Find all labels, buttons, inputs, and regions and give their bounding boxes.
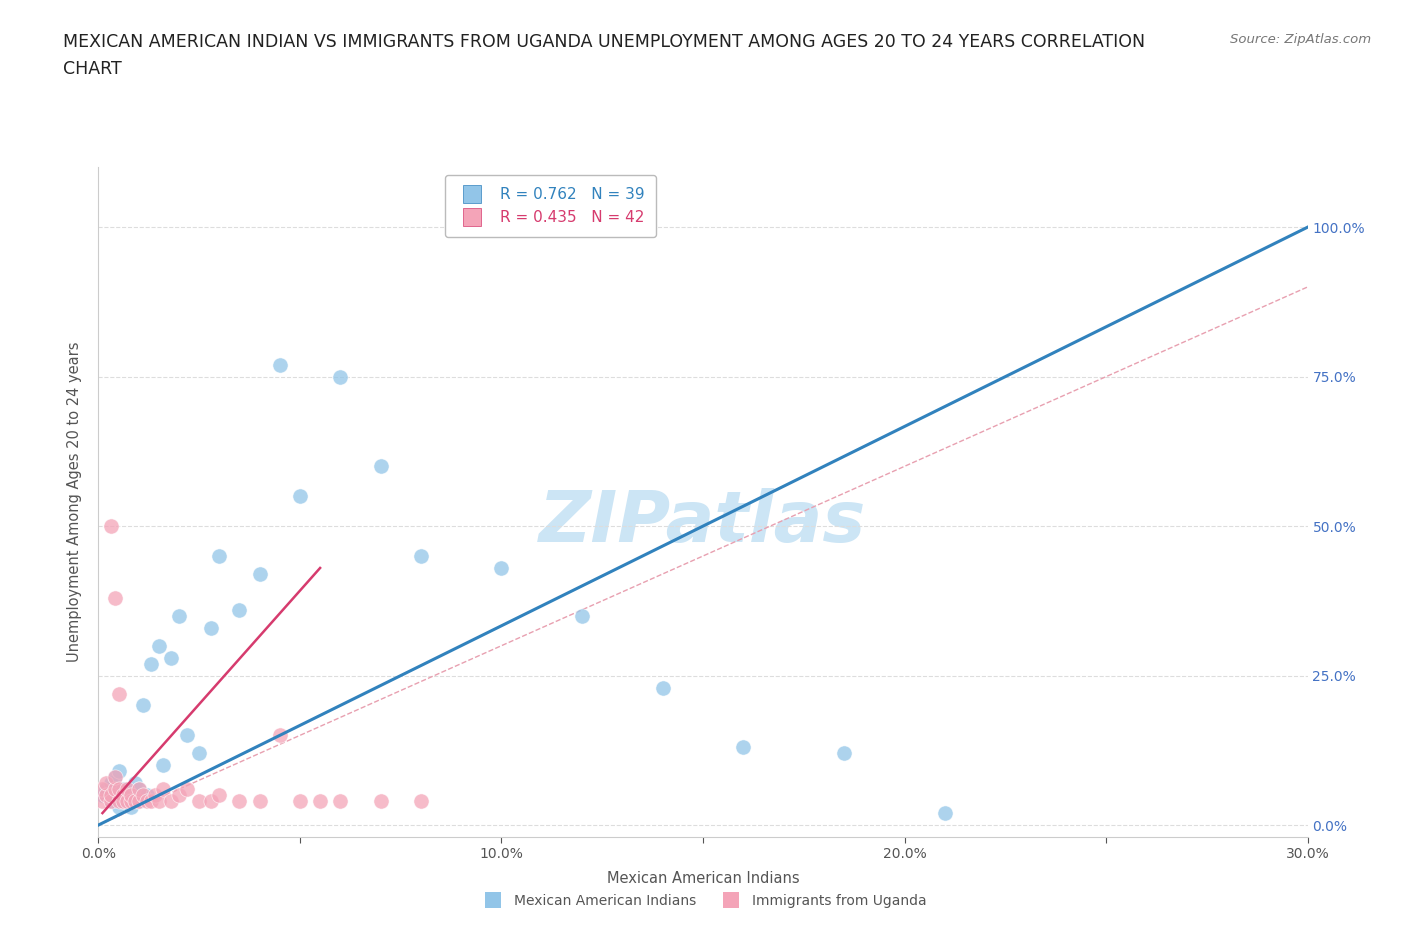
Point [832,746,855,761]
Point [249,566,271,581]
Point [249,793,271,808]
Legend: R = 0.762   N = 39, R = 0.435   N = 42: R = 0.762 N = 39, R = 0.435 N = 42 [444,175,657,237]
Point [135,788,157,803]
Point [96,776,118,790]
Point [176,782,198,797]
Point [91,793,114,808]
Point [160,793,183,808]
Point [100,793,122,808]
Point [491,561,513,576]
Point [128,793,150,808]
Point [167,788,190,803]
Point [128,782,150,797]
Point [409,549,432,564]
Point [135,793,157,808]
Point [143,788,166,803]
Point [107,793,129,808]
Point [152,782,174,797]
Text: CHART: CHART [63,60,122,78]
Point [103,782,125,797]
Point [111,782,134,797]
Point [128,793,150,808]
Point [96,788,118,803]
Point [228,603,250,618]
Point [288,793,311,808]
Point [208,788,231,803]
Point [288,489,311,504]
Point [120,793,142,808]
Point [107,764,129,778]
Point [103,770,125,785]
Point [111,793,134,808]
Point [160,650,183,665]
Text: MEXICAN AMERICAN INDIAN VS IMMIGRANTS FROM UGANDA UNEMPLOYMENT AMONG AGES 20 TO : MEXICAN AMERICAN INDIAN VS IMMIGRANTS FR… [63,33,1146,50]
Point [132,698,155,713]
Point [124,776,146,790]
Point [309,793,332,808]
Point [370,793,392,808]
Point [934,805,956,820]
Text: ZIPatlas: ZIPatlas [540,488,866,557]
Point [269,357,291,372]
Y-axis label: Unemployment Among Ages 20 to 24 years: Unemployment Among Ages 20 to 24 years [67,342,83,662]
Point [96,782,118,797]
Point [139,657,162,671]
Point [103,788,125,803]
Text: Mexican American Indians: Mexican American Indians [606,871,800,886]
Point [167,608,190,623]
Point [208,549,231,564]
Point [329,369,352,384]
Legend: Mexican American Indians, Immigrants from Uganda: Mexican American Indians, Immigrants fro… [474,889,932,914]
Point [152,758,174,773]
Point [409,793,432,808]
Point [100,519,122,534]
Point [200,793,222,808]
Point [228,793,250,808]
Point [329,793,352,808]
Point [120,800,142,815]
Point [269,728,291,743]
Point [188,793,211,808]
Point [107,800,129,815]
Point [148,638,170,653]
Point [651,680,673,695]
Point [107,782,129,797]
Point [115,793,138,808]
Point [176,728,198,743]
Point [100,776,122,790]
Text: Source: ZipAtlas.com: Source: ZipAtlas.com [1230,33,1371,46]
Point [571,608,593,623]
Point [115,788,138,803]
Point [139,793,162,808]
Point [370,458,392,473]
Point [733,740,755,755]
Point [111,793,134,808]
Point [107,686,129,701]
Point [132,788,155,803]
Point [188,746,211,761]
Point [103,591,125,605]
Point [91,788,114,803]
Point [124,793,146,808]
Point [100,788,122,803]
Point [115,782,138,797]
Point [111,788,134,803]
Point [103,770,125,785]
Point [200,620,222,635]
Point [148,793,170,808]
Point [120,788,142,803]
Point [91,782,114,797]
Point [128,782,150,797]
Point [100,793,122,808]
